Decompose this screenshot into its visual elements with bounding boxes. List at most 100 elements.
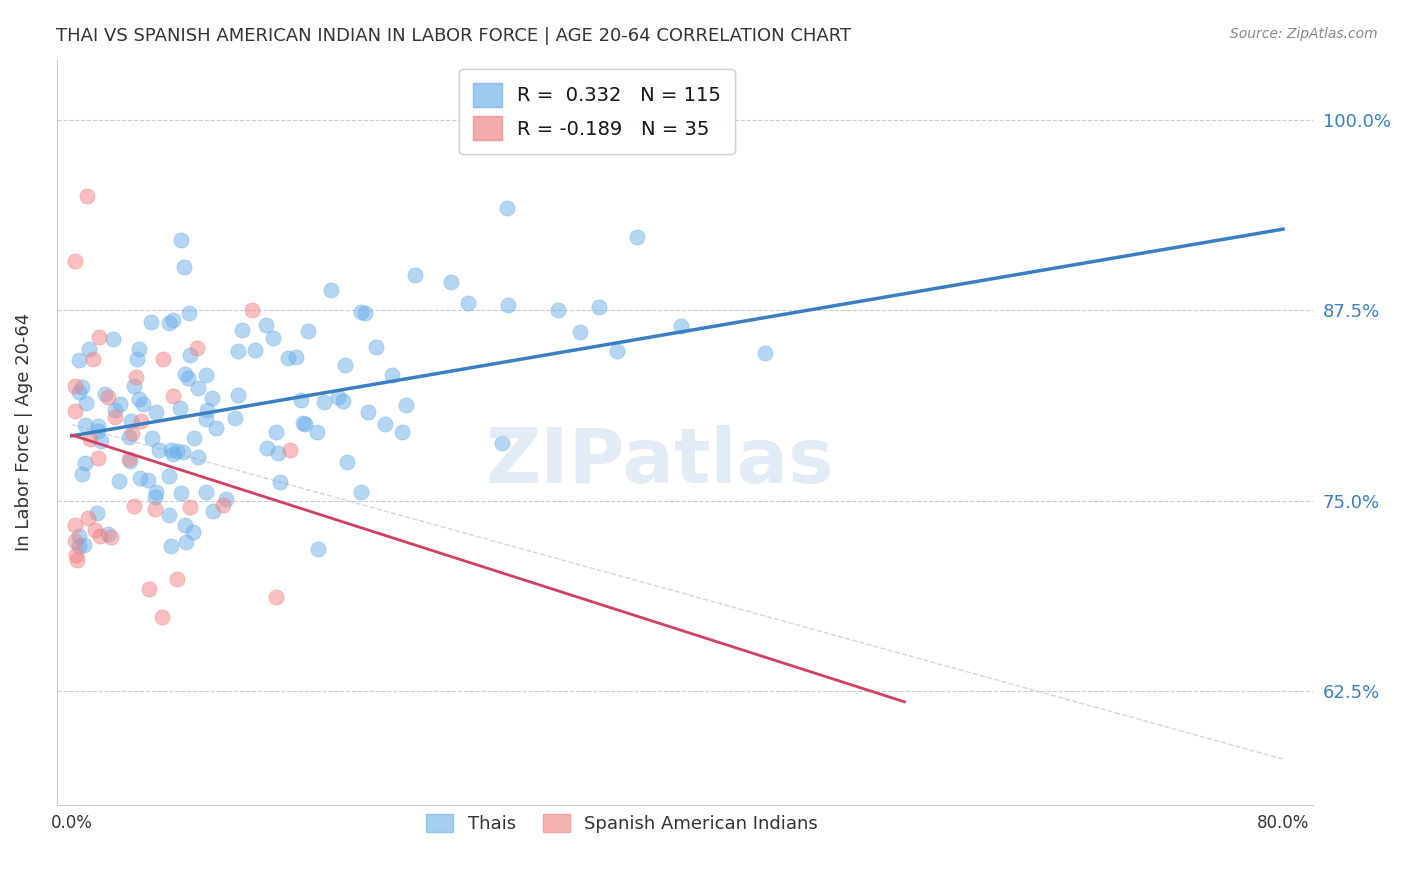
Point [321,284,343,298]
Point [84,523,107,537]
Point [76,189,98,203]
Point [176,535,198,549]
Y-axis label: In Labor Force | Age 20-64: In Labor Force | Age 20-64 [15,313,32,551]
Point [73,538,96,552]
Point [335,359,357,373]
Point [254,318,277,333]
Point [240,302,263,317]
Point [145,485,167,500]
Point [67,528,90,542]
Point [162,389,184,403]
Point [307,542,329,557]
Point [87,329,110,343]
Point [100,530,122,544]
Point [202,504,225,518]
Point [212,498,235,512]
Point [67,539,90,553]
Point [496,201,519,215]
Point [110,396,132,410]
Point [669,318,692,333]
Point [177,306,200,320]
Point [605,344,627,359]
Point [179,500,201,515]
Point [162,447,184,461]
Point [108,474,131,488]
Point [86,425,108,439]
Point [129,471,152,485]
Point [290,393,312,408]
Point [150,610,173,624]
Text: THAI VS SPANISH AMERICAN INDIAN IN LABOR FORCE | AGE 20-64 CORRELATION CHART: THAI VS SPANISH AMERICAN INDIAN IN LABOR… [56,27,852,45]
Point [395,399,418,413]
Point [312,395,335,409]
Point [75,417,97,432]
Point [264,591,287,605]
Point [169,401,191,416]
Point [63,517,86,532]
Point [170,485,193,500]
Point [356,405,378,419]
Point [391,425,413,440]
Point [177,370,200,384]
Point [404,268,426,282]
Point [128,392,150,406]
Point [129,414,152,428]
Point [277,351,299,365]
Point [117,452,139,467]
Point [143,490,166,504]
Point [157,468,180,483]
Point [332,394,354,409]
Point [754,346,776,360]
Point [120,413,142,427]
Point [70,467,93,482]
Legend: R =  0.332   N = 115, R = -0.189   N = 35: R = 0.332 N = 115, R = -0.189 N = 35 [460,70,735,153]
Point [498,298,520,312]
Point [65,548,87,562]
Point [350,305,373,319]
Point [179,348,201,362]
Point [122,499,145,513]
Point [183,431,205,445]
Point [93,387,115,401]
Point [181,524,204,539]
Point [626,230,648,244]
Point [256,442,278,456]
Point [79,432,101,446]
Point [291,416,314,430]
Point [195,484,218,499]
Point [285,350,308,364]
Point [157,508,180,523]
Point [170,233,193,247]
Point [97,526,120,541]
Point [205,421,228,435]
Point [162,313,184,327]
Text: Source: ZipAtlas.com: Source: ZipAtlas.com [1230,27,1378,41]
Point [160,539,183,553]
Point [569,325,592,339]
Point [307,425,329,440]
Point [77,510,100,524]
Point [547,303,569,318]
Point [86,450,108,465]
Point [195,402,218,417]
Point [264,425,287,440]
Point [187,450,209,464]
Point [143,502,166,516]
Point [173,368,195,382]
Point [79,343,101,357]
Point [73,456,96,470]
Point [366,340,388,354]
Point [297,324,319,338]
Point [294,417,316,432]
Point [262,331,284,345]
Point [172,445,194,459]
Point [86,506,108,520]
Point [231,323,253,337]
Point [148,442,170,457]
Point [90,434,112,448]
Point [243,343,266,357]
Point [67,352,90,367]
Point [139,315,162,329]
Point [63,533,86,548]
Point [145,405,167,419]
